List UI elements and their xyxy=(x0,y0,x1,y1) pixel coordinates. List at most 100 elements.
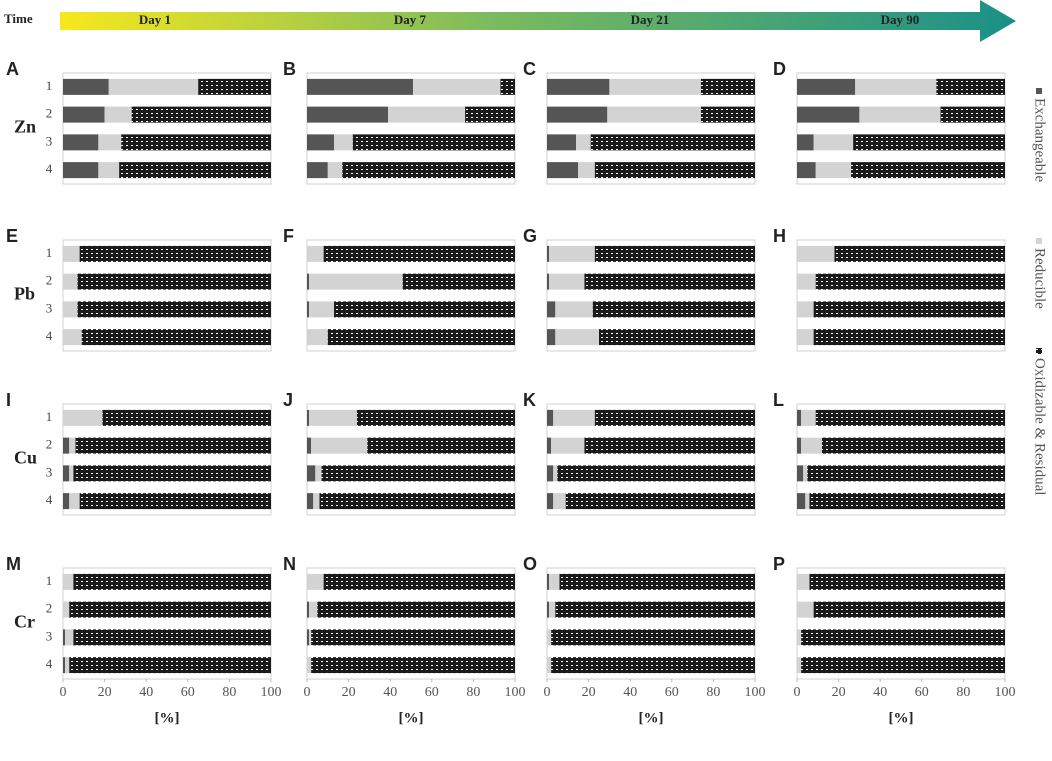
bar-segment xyxy=(98,134,122,151)
x-tick-label: 40 xyxy=(139,685,153,700)
bar-segment xyxy=(549,573,560,590)
category-label: 3 xyxy=(46,133,53,148)
plot-frame xyxy=(546,403,756,516)
bar-segment xyxy=(69,657,272,674)
bar-segment xyxy=(307,437,312,454)
panel-letter: N xyxy=(283,554,296,574)
bar-segment xyxy=(547,409,554,426)
bar-segment xyxy=(311,657,515,674)
bar-segment xyxy=(307,493,314,510)
plot-frame xyxy=(546,72,756,185)
category-label: 4 xyxy=(46,161,53,176)
bar-segment xyxy=(108,78,199,95)
bar-segment xyxy=(63,629,66,646)
bar-segment xyxy=(307,78,414,95)
bar-segment xyxy=(576,134,591,151)
x-axis-label: [%] xyxy=(399,710,424,726)
bar-segment xyxy=(815,273,1005,290)
panel-letter: I xyxy=(6,390,11,410)
bar-segment xyxy=(553,409,595,426)
bar-segment xyxy=(73,573,272,590)
bar-segment xyxy=(555,301,593,318)
bar-segment xyxy=(547,493,554,510)
bar-segment xyxy=(547,601,550,618)
bar-segment xyxy=(547,134,577,151)
bar-segment xyxy=(198,78,271,95)
bar-segment xyxy=(81,329,271,346)
bar-segment xyxy=(307,465,316,482)
bar-segment xyxy=(307,601,310,618)
bar-segment xyxy=(69,437,76,454)
bar-segment xyxy=(590,134,755,151)
plot-frame xyxy=(62,403,272,516)
bar-segment xyxy=(797,301,814,318)
legend-marker xyxy=(1036,238,1042,244)
bar-segment xyxy=(63,493,70,510)
bar-segment xyxy=(551,437,585,454)
bar-segment xyxy=(797,437,802,454)
bar-segment xyxy=(313,493,320,510)
time-point: Day 7 xyxy=(394,12,427,27)
x-tick-label: 0 xyxy=(60,685,67,700)
bar-segment xyxy=(815,409,1005,426)
metal-label: Cr xyxy=(14,612,35,632)
bar-segment xyxy=(309,409,357,426)
plot-frame xyxy=(796,567,1006,680)
bar-segment xyxy=(557,465,755,482)
legend-marker xyxy=(1036,88,1042,94)
bar-segment xyxy=(797,245,835,262)
panel-letter: D xyxy=(773,59,786,79)
bar-segment xyxy=(465,106,515,123)
bar-segment xyxy=(797,134,814,151)
bar-segment xyxy=(307,134,335,151)
bar-segment xyxy=(584,437,755,454)
panel-letter: H xyxy=(773,226,786,246)
bar-segment xyxy=(803,465,808,482)
category-label: 2 xyxy=(46,106,53,121)
bar-segment xyxy=(323,573,515,590)
category-label: 3 xyxy=(46,464,53,479)
bar-segment xyxy=(547,106,608,123)
bar-segment xyxy=(307,245,324,262)
bar-segment xyxy=(547,573,550,590)
x-tick-label: 20 xyxy=(832,685,846,700)
bar-segment xyxy=(578,162,595,179)
time-arrow xyxy=(60,0,1016,42)
x-axis-label: [%] xyxy=(155,710,180,726)
bar-segment xyxy=(63,409,103,426)
x-axis-label: [%] xyxy=(639,710,664,726)
legend-label: Exchangeable xyxy=(1032,98,1048,182)
bar-segment xyxy=(307,657,312,674)
metal-label: Zn xyxy=(14,117,36,137)
plot-frame xyxy=(796,239,1006,352)
bar-segment xyxy=(801,437,822,454)
bar-segment xyxy=(547,245,550,262)
bar-segment xyxy=(75,437,271,454)
bar-segment xyxy=(594,245,755,262)
bar-segment xyxy=(63,601,70,618)
bar-segment xyxy=(584,273,755,290)
bar-segment xyxy=(797,78,856,95)
bar-segment xyxy=(797,329,814,346)
bar-segment xyxy=(63,465,70,482)
bar-segment xyxy=(813,134,854,151)
bar-segment xyxy=(352,134,515,151)
bar-segment xyxy=(553,465,558,482)
bar-segment xyxy=(853,134,1005,151)
plot-frame xyxy=(546,239,756,352)
panel-letter: A xyxy=(6,59,19,79)
bar-segment xyxy=(609,78,701,95)
x-tick-label: 0 xyxy=(304,685,311,700)
bar-segment xyxy=(547,162,579,179)
bar-segment xyxy=(309,301,335,318)
bar-segment xyxy=(551,629,755,646)
bar-segment xyxy=(98,162,120,179)
bar-segment xyxy=(700,106,755,123)
bar-segment xyxy=(63,106,105,123)
bar-segment xyxy=(936,78,1005,95)
bar-segment xyxy=(547,465,554,482)
x-tick-label: 60 xyxy=(915,685,929,700)
x-tick-label: 100 xyxy=(505,685,526,700)
bar-segment xyxy=(334,134,353,151)
time-point: Day 21 xyxy=(631,12,670,27)
